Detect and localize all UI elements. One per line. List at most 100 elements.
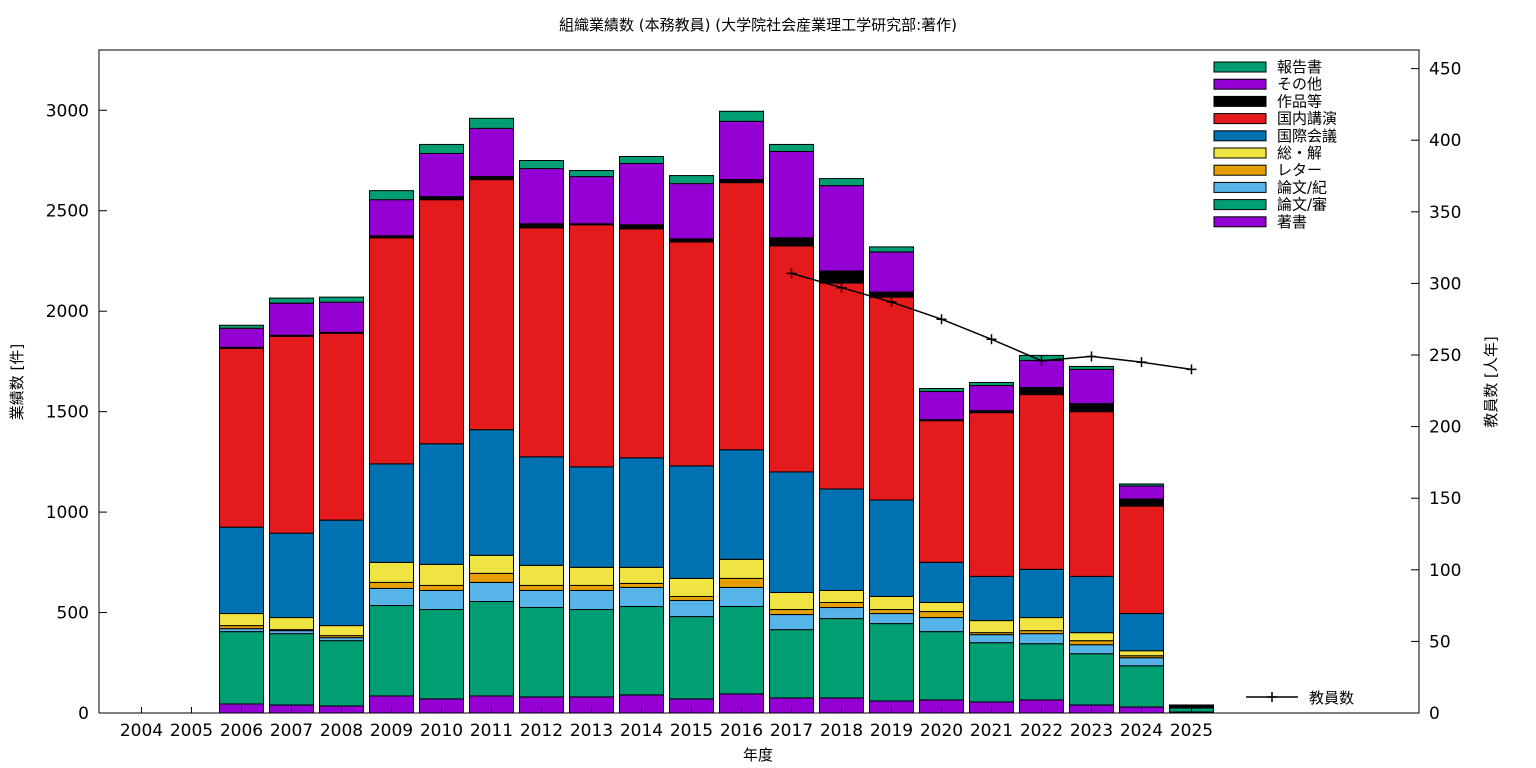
legend-swatch-3 [1213,113,1267,125]
bar-2021-series-2 [969,634,1014,644]
x-tick-label-2017: 2017 [770,721,813,741]
bar-2022-series-5 [1019,568,1064,619]
bar-2012-series-9 [519,160,564,170]
x-tick-label-2015: 2015 [670,721,713,741]
x-tick-label-2006: 2006 [220,721,263,741]
y2-tick-label-250: 250 [1429,346,1461,366]
bar-2015-series-9 [669,175,714,185]
legend-swatch-0 [1213,61,1267,73]
bar-2019-series-2 [869,613,914,625]
y2-tick-label-450: 450 [1429,60,1461,80]
bar-2010-series-2 [419,589,464,611]
bar-2023-series-8 [1069,368,1114,405]
bar-2007-series-8 [269,302,314,336]
bar-2014-series-5 [619,457,664,568]
x-tick-label-2018: 2018 [820,721,863,741]
faculty-count-point-2024 [1136,357,1147,368]
faculty-count-point-2020 [936,314,947,325]
legend-label-line: 教員数 [1309,689,1354,707]
y2-tick-label-150: 150 [1429,489,1461,509]
bar-2024-series-5 [1119,613,1164,652]
bar-2008-series-8 [319,301,364,333]
bar-2010-series-9 [419,143,464,154]
bar-2006-series-9 [219,324,264,329]
bar-2011-series-8 [469,127,514,178]
bar-2023-series-1 [1069,653,1114,706]
bar-2022-series-7 [1019,387,1064,396]
x-tick-label-2022: 2022 [1020,721,1063,741]
bar-2017-series-2 [769,614,814,631]
bar-2024-series-2 [1119,657,1164,667]
y2-tick-label-400: 400 [1429,131,1461,151]
bar-2018-series-3 [819,602,864,609]
legend-label-0: 報告書 [1277,58,1322,76]
bar-2009-series-6 [369,237,414,465]
y-tick-label-1500: 1500 [46,403,89,423]
bar-2014-series-9 [619,155,664,165]
bar-2010-series-4 [419,563,464,586]
bar-2019-series-9 [869,246,914,253]
bar-2023-series-2 [1069,644,1114,655]
bar-2012-series-4 [519,564,564,586]
bar-2014-series-2 [619,586,664,608]
bar-2011-series-9 [469,117,514,129]
y-tick-label-0: 0 [78,704,89,724]
x-axis-label: 年度 [743,746,773,764]
legend-swatch-6 [1213,164,1267,176]
bar-2009-series-9 [369,190,414,201]
bar-2010-series-1 [419,609,464,700]
bar-2016-series-5 [719,449,764,560]
bar-2021-series-9 [969,382,1014,387]
axes-layer: 0 500 1000 1500 2000 2500 3000 0 50 100 150 200 250 3… [46,49,1461,741]
x-tick-label-2024: 2024 [1120,721,1163,741]
bar-2011-series-5 [469,429,514,556]
bar-2023-series-3 [1069,640,1114,646]
y2-tick-label-300: 300 [1429,274,1461,294]
bar-2015-series-6 [669,241,714,467]
x-tick-label-2008: 2008 [320,721,363,741]
bar-2008-series-5 [319,519,364,627]
bar-2017-series-1 [769,629,814,699]
bar-2009-series-1 [369,605,414,697]
bar-2010-series-6 [419,199,464,445]
legend-swatch-1 [1213,78,1267,90]
bar-2011-series-6 [469,179,514,431]
bar-2009-series-3 [369,581,414,589]
legend-swatch-5 [1213,147,1267,159]
bar-2012-series-2 [519,589,564,609]
bar-2020-series-4 [919,602,964,613]
y2-tick-label-100: 100 [1429,561,1461,581]
y-axis-label: 業績数 [件] [8,344,26,420]
x-tick-label-2025: 2025 [1170,721,1213,741]
bar-2011-series-4 [469,554,514,574]
legend-swatch-8 [1213,199,1267,211]
bar-2014-series-8 [619,163,664,226]
bar-2024-series-6 [1119,505,1164,615]
legend-label-3: 国内講演 [1277,110,1337,128]
y2-tick-label-350: 350 [1429,203,1461,223]
bar-2011-series-1 [469,601,514,697]
faculty-count-point-2019 [886,297,897,308]
y-tick-label-1000: 1000 [46,503,89,523]
bar-2007-series-5 [269,532,314,619]
bar-2011-series-2 [469,581,514,602]
legend-swatch-4 [1213,130,1267,142]
bar-2024-series-7 [1119,498,1164,507]
bar-2007-series-4 [269,617,314,631]
bar-2013-series-5 [569,466,614,568]
bar-2008-series-9 [319,296,364,303]
bar-2014-series-6 [619,228,664,459]
x-tick-label-2020: 2020 [920,721,963,741]
bar-2012-series-3 [519,584,564,591]
bar-2007-series-6 [269,335,314,534]
bar-2012-series-7 [519,223,564,229]
bar-2020-series-9 [919,388,964,393]
bar-2016-series-4 [719,558,764,579]
bar-2020-series-2 [919,617,964,633]
bar-2023-series-9 [1069,365,1114,370]
x-tick-label-2013: 2013 [570,721,613,741]
legend-label-4: 国際会議 [1277,127,1337,145]
legend-label-8: 論文/審 [1277,196,1327,214]
bar-2016-series-1 [719,606,764,695]
